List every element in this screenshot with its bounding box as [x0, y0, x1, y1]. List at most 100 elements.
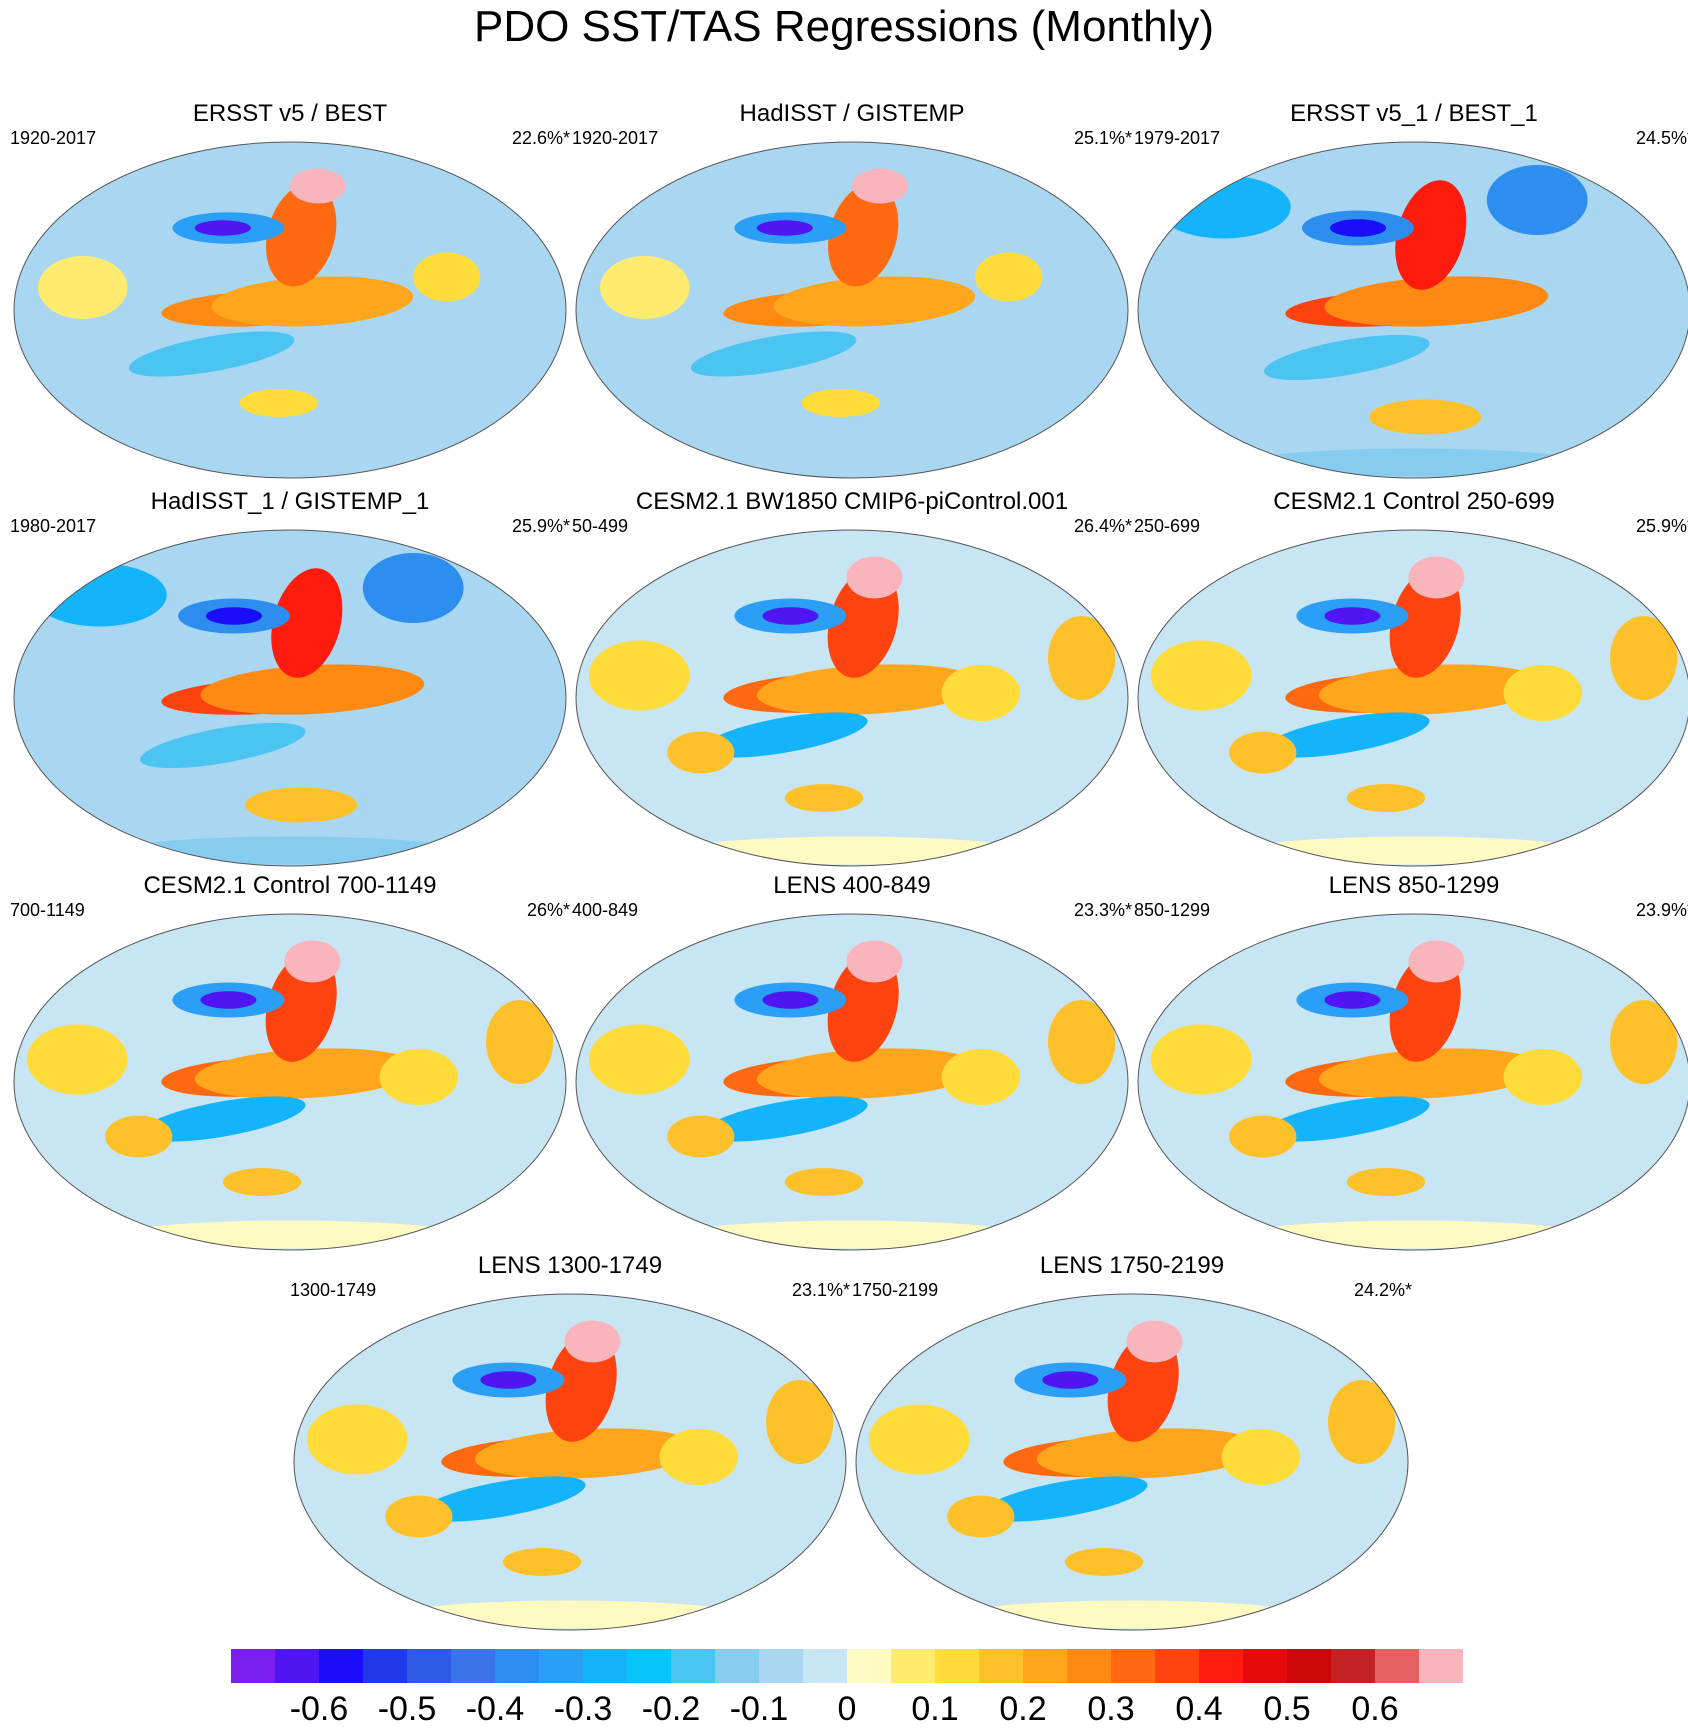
panel-variance: 23.3%*: [1073, 900, 1132, 920]
anomaly-region: [502, 1548, 582, 1576]
anomaly-region: [271, 568, 343, 678]
anomaly-region: [239, 389, 318, 417]
anomaly-region: [868, 1404, 970, 1475]
anomaly-region: [773, 276, 976, 327]
colorbar-swatch: [671, 1649, 716, 1683]
map-panel-cesm-picontrol: CESM2.1 BW1850 CMIP6-piControl.001 50-49…: [572, 488, 1132, 868]
panel-title: CESM2.1 BW1850 CMIP6-piControl.001: [635, 488, 1069, 515]
map-border: [13, 529, 567, 867]
panel-period: 1980-2017: [10, 516, 97, 536]
anomaly-region: [1346, 784, 1426, 812]
anomaly-region: [756, 1048, 981, 1099]
panel-variance: 22.6%*: [511, 128, 570, 148]
anomaly-region: [306, 1404, 408, 1475]
anomaly-region: [1229, 1115, 1297, 1158]
anomaly-region: [756, 664, 981, 715]
anomaly-region: [194, 220, 251, 236]
panel-variance: 23.9%*: [1635, 900, 1688, 920]
colorbar-label: -0.3: [553, 1690, 613, 1728]
colorbar-label: 0.6: [1351, 1690, 1399, 1728]
map-border: [1137, 913, 1688, 1251]
anomaly-region: [105, 1115, 173, 1158]
panel-period: 850-1299: [1134, 900, 1211, 920]
anomaly-region: [1221, 1429, 1300, 1485]
anomaly-region: [1324, 991, 1381, 1009]
anomaly-region: [667, 1115, 735, 1158]
map-panel-cesm-control-700: CESM2.1 Control 700-1149 700-1149 26%*: [10, 872, 570, 1252]
regression-map: [575, 913, 1129, 1251]
anomaly-region: [1408, 940, 1465, 983]
anomaly-region: [1486, 165, 1588, 235]
colorbar-swatch: [1067, 1649, 1112, 1683]
anomaly-region: [420, 1476, 586, 1522]
anomaly-region: [1264, 1096, 1430, 1142]
panel-period: 1300-1749: [290, 1280, 377, 1300]
anomaly-region: [1610, 616, 1678, 700]
panel-title: LENS 400-849: [773, 872, 931, 899]
colorbar-swatch: [1155, 1649, 1200, 1683]
anomaly-region: [1064, 1548, 1144, 1576]
anomaly-region: [667, 731, 735, 774]
colorbar-swatch: [319, 1649, 364, 1683]
regression-map: [1137, 529, 1688, 867]
colorbar-swatch: [231, 1649, 276, 1683]
anomaly-region: [1408, 556, 1465, 599]
colorbar-swatch: [1111, 1649, 1156, 1683]
anomaly-region: [122, 836, 458, 865]
map-border: [855, 1293, 1409, 1631]
anomaly-region: [852, 168, 908, 204]
colorbar-label: 0.4: [1175, 1690, 1223, 1728]
panel-variance: 23.1%*: [791, 1280, 850, 1300]
colorbar-swatch: [803, 1649, 848, 1683]
anomaly-region: [766, 1380, 834, 1464]
panel-title: LENS 850-1299: [1328, 872, 1500, 899]
panel-period: 250-699: [1134, 516, 1201, 536]
anomaly-region: [1150, 640, 1252, 711]
regression-map: [13, 913, 567, 1251]
panel-variance: 24.5%*: [1635, 128, 1688, 148]
colorbar-swatch: [539, 1649, 584, 1683]
colorbar-label: 0.5: [1263, 1690, 1311, 1728]
map-border: [293, 1293, 847, 1631]
anomaly-region: [38, 256, 128, 319]
map-panel-lens-850: LENS 850-1299 850-1299 23.9%*: [1134, 872, 1688, 1252]
panel-period: 1979-2017: [1134, 128, 1221, 148]
panel-title: LENS 1300-1749: [477, 1252, 663, 1279]
panel-variance: 25.9%*: [1635, 516, 1688, 536]
colorbar-swatch: [627, 1649, 672, 1683]
anomaly-region: [140, 1096, 306, 1142]
colorbar-swatch: [363, 1649, 408, 1683]
anomaly-region: [122, 1220, 458, 1249]
panel-title: HadISST / GISTEMP: [739, 100, 965, 127]
anomaly-region: [1610, 1000, 1678, 1084]
panel-variance: 24.2%*: [1353, 1280, 1412, 1300]
anomaly-region: [702, 1096, 868, 1142]
anomaly-region: [1503, 1049, 1582, 1105]
anomaly-region: [588, 640, 690, 711]
colorbar-label: -0.1: [729, 1690, 789, 1728]
anomaly-region: [245, 787, 358, 823]
map-panel-lens-1750: LENS 1750-2199 1750-2199 24.2%*: [852, 1252, 1412, 1632]
map-border: [575, 529, 1129, 867]
anomaly-region: [194, 1048, 419, 1099]
map-border: [575, 141, 1129, 479]
colorbar-swatch: [451, 1649, 496, 1683]
panel-title: LENS 1750-2199: [1039, 1252, 1225, 1279]
map-panel-lens-400: LENS 400-849 400-849 23.3%*: [572, 872, 1132, 1252]
colorbar-swatch: [979, 1649, 1024, 1683]
anomaly-region: [1264, 334, 1430, 381]
anomaly-region: [1048, 616, 1116, 700]
anomaly-region: [588, 1024, 690, 1095]
colorbar-swatch: [891, 1649, 936, 1683]
anomaly-region: [128, 331, 295, 377]
anomaly-region: [1036, 1428, 1261, 1479]
map-border: [13, 141, 567, 479]
anomaly-region: [702, 712, 868, 758]
anomaly-region: [784, 1168, 864, 1196]
map-border: [1137, 141, 1688, 479]
colorbar-swatch: [495, 1649, 540, 1683]
regression-map: [13, 529, 567, 867]
anomaly-region: [941, 1049, 1020, 1105]
figure-title: PDO SST/TAS Regressions (Monthly): [473, 2, 1215, 51]
anomaly-region: [947, 1495, 1015, 1538]
